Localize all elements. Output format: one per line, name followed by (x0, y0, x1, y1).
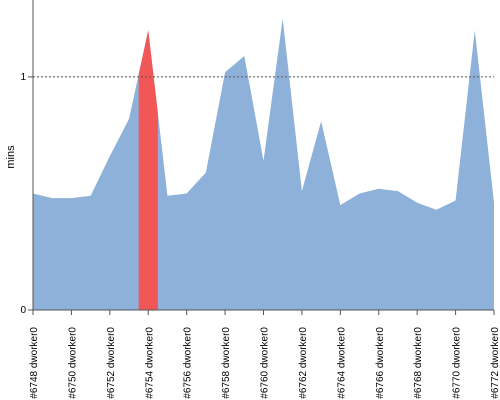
x-tick-label: #6772 dworker0 (490, 327, 500, 399)
x-tick-label: #6748 dworker0 (29, 327, 40, 399)
y-tick-label: 0 (20, 305, 26, 316)
x-tick-label: #6764 dworker0 (336, 327, 347, 399)
x-tick-label: #6766 dworker0 (375, 327, 386, 399)
x-tick-label: #6762 dworker0 (298, 327, 309, 399)
x-tick-label: #6758 dworker0 (221, 327, 232, 399)
x-tick-label: #6752 dworker0 (106, 327, 117, 399)
area-series (33, 18, 494, 311)
x-tick-label: #6768 dworker0 (413, 327, 424, 399)
highlight-segment (138, 30, 158, 311)
x-tick-label: #6770 dworker0 (452, 327, 463, 399)
x-tick-label: #6754 dworker0 (144, 327, 155, 399)
y-tick-label: 1 (20, 72, 26, 83)
x-tick-label: #6750 dworker0 (67, 327, 78, 399)
plot-area (33, 18, 494, 311)
y-axis-label: mins (5, 145, 17, 169)
x-tick-label: #6760 dworker0 (260, 327, 271, 399)
x-tick-label: #6756 dworker0 (183, 327, 194, 399)
y-axis: 01 (20, 0, 34, 316)
x-axis: #6748 dworker0 #6750 dworker0 #6752 dworke… (29, 309, 500, 399)
